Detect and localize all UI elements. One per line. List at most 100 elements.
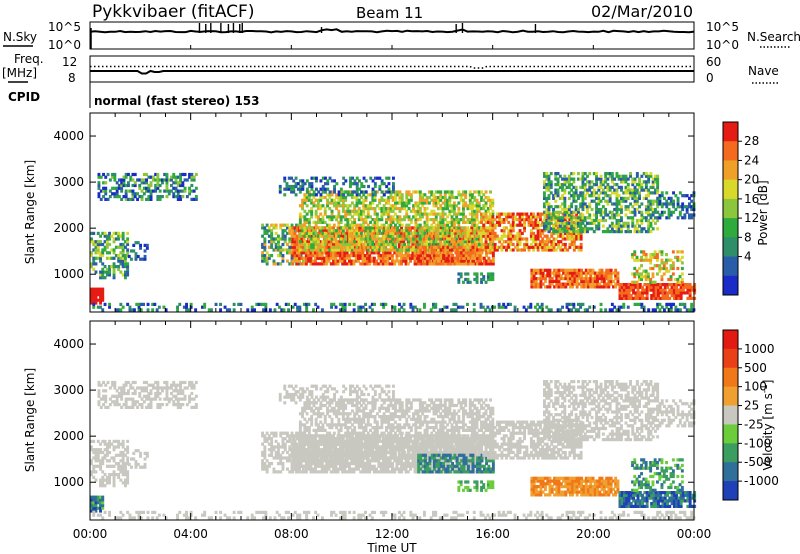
power-echo-cell [262, 302, 265, 306]
power-echo-cell [606, 183, 610, 187]
power-echo-cell [291, 259, 295, 263]
power-echo-cell [459, 240, 463, 244]
power-echo-cell [194, 186, 198, 190]
power-echo-cell [457, 242, 461, 247]
power-echo-cell [589, 285, 593, 289]
power-echo-cell [471, 242, 474, 247]
power-echo-cell [434, 215, 438, 219]
power-echo-cell [371, 223, 375, 227]
power-echo-cell [364, 302, 367, 306]
power-echo-cell [108, 273, 111, 277]
power-echo-cell [505, 240, 508, 244]
power-echo-cell [554, 242, 558, 247]
power-echo-cell [297, 223, 301, 227]
power-echo-cell [680, 250, 684, 254]
power-echo-cell [92, 290, 96, 294]
power-echo-cell [629, 172, 632, 176]
power-echo-cell [460, 262, 464, 266]
power-echo-cell [593, 279, 597, 283]
power-echo-cell [640, 264, 643, 268]
power-echo-cell [667, 302, 671, 306]
power-echo-cell [500, 220, 504, 224]
power-echo-cell [294, 184, 298, 189]
power-echo-cell [568, 274, 572, 278]
power-echo-cell [541, 231, 545, 235]
power-echo-cell [263, 245, 267, 249]
power-echo-cell [607, 268, 611, 272]
power-echo-cell [113, 195, 117, 199]
power-echo-cell [430, 212, 434, 216]
power-echo-cell [451, 254, 454, 258]
power-echo-cell [380, 195, 384, 200]
power-echo-cell [151, 308, 155, 312]
power-echo-cell [90, 237, 93, 241]
power-echo-cell [432, 212, 436, 216]
power-echo-cell [337, 201, 341, 205]
power-echo-cell [507, 240, 511, 244]
power-echo-cell [566, 248, 570, 252]
power-echo-cell [478, 262, 482, 266]
power-echo-cell [391, 256, 394, 260]
power-echo-cell [437, 242, 440, 247]
power-echo-cell [400, 198, 404, 202]
power-echo-cell [570, 221, 574, 225]
power-echo-cell [523, 226, 526, 230]
power-echo-cell [464, 190, 468, 194]
power-echo-cell [566, 234, 570, 238]
power-echo-cell [94, 262, 98, 266]
power-echo-cell [330, 190, 334, 194]
power-echo-cell [397, 242, 401, 247]
power-echo-cell [326, 204, 329, 208]
power-echo-cell [473, 226, 477, 230]
power-echo-cell [377, 245, 381, 249]
power-echo-cell [437, 262, 441, 266]
power-echo-cell [370, 308, 374, 312]
power-echo-cell [389, 204, 393, 208]
power-echo-cell [261, 223, 264, 227]
power-echo-cell [491, 240, 495, 244]
power-echo-cell [124, 189, 128, 193]
power-echo-cell [411, 234, 415, 238]
power-echo-cell [305, 179, 309, 183]
power-echo-cell [479, 305, 483, 309]
power-echo-cell [156, 197, 160, 201]
power-echo-cell [330, 234, 334, 238]
power-echo-cell [557, 218, 560, 222]
power-echo-cell [545, 207, 549, 212]
power-echo-cell [452, 240, 456, 244]
power-echo-cell [355, 184, 359, 189]
power-echo-cell [348, 231, 351, 235]
power-echo-cell [336, 229, 340, 233]
power-echo-cell [341, 226, 345, 230]
power-echo-cell [272, 240, 276, 244]
power-echo-cell [341, 209, 345, 213]
power-echo-cell [564, 268, 568, 272]
power-echo-cell [124, 240, 127, 244]
power-echo-cell [617, 305, 621, 309]
power-echo-cell [360, 237, 363, 241]
power-echo-cell [434, 195, 438, 200]
power-echo-cell [550, 245, 554, 249]
power-echo-cell [556, 191, 560, 195]
power-echo-cell [339, 187, 343, 191]
power-echo-cell [547, 210, 551, 214]
power-echo-cell [514, 218, 517, 222]
power-echo-cell [424, 254, 427, 258]
power-echo-cell [443, 223, 447, 227]
power-echo-cell [545, 185, 549, 189]
power-echo-cell [598, 277, 602, 281]
power-echo-cell [443, 218, 447, 222]
power-echo-cell [493, 231, 497, 235]
power-echo-cell [301, 204, 304, 208]
power-echo-cell [425, 198, 429, 202]
power-echo-cell [176, 305, 179, 309]
power-echo-cell [600, 271, 604, 275]
power-echo-cell [548, 285, 552, 289]
power-echo-cell [402, 234, 406, 238]
power-echo-cell [179, 178, 182, 182]
power-echo-cell [570, 234, 574, 238]
power-echo-cell [373, 248, 377, 252]
power-echo-cell [131, 197, 135, 201]
power-echo-cell [561, 248, 565, 252]
power-echo-cell [487, 256, 491, 260]
